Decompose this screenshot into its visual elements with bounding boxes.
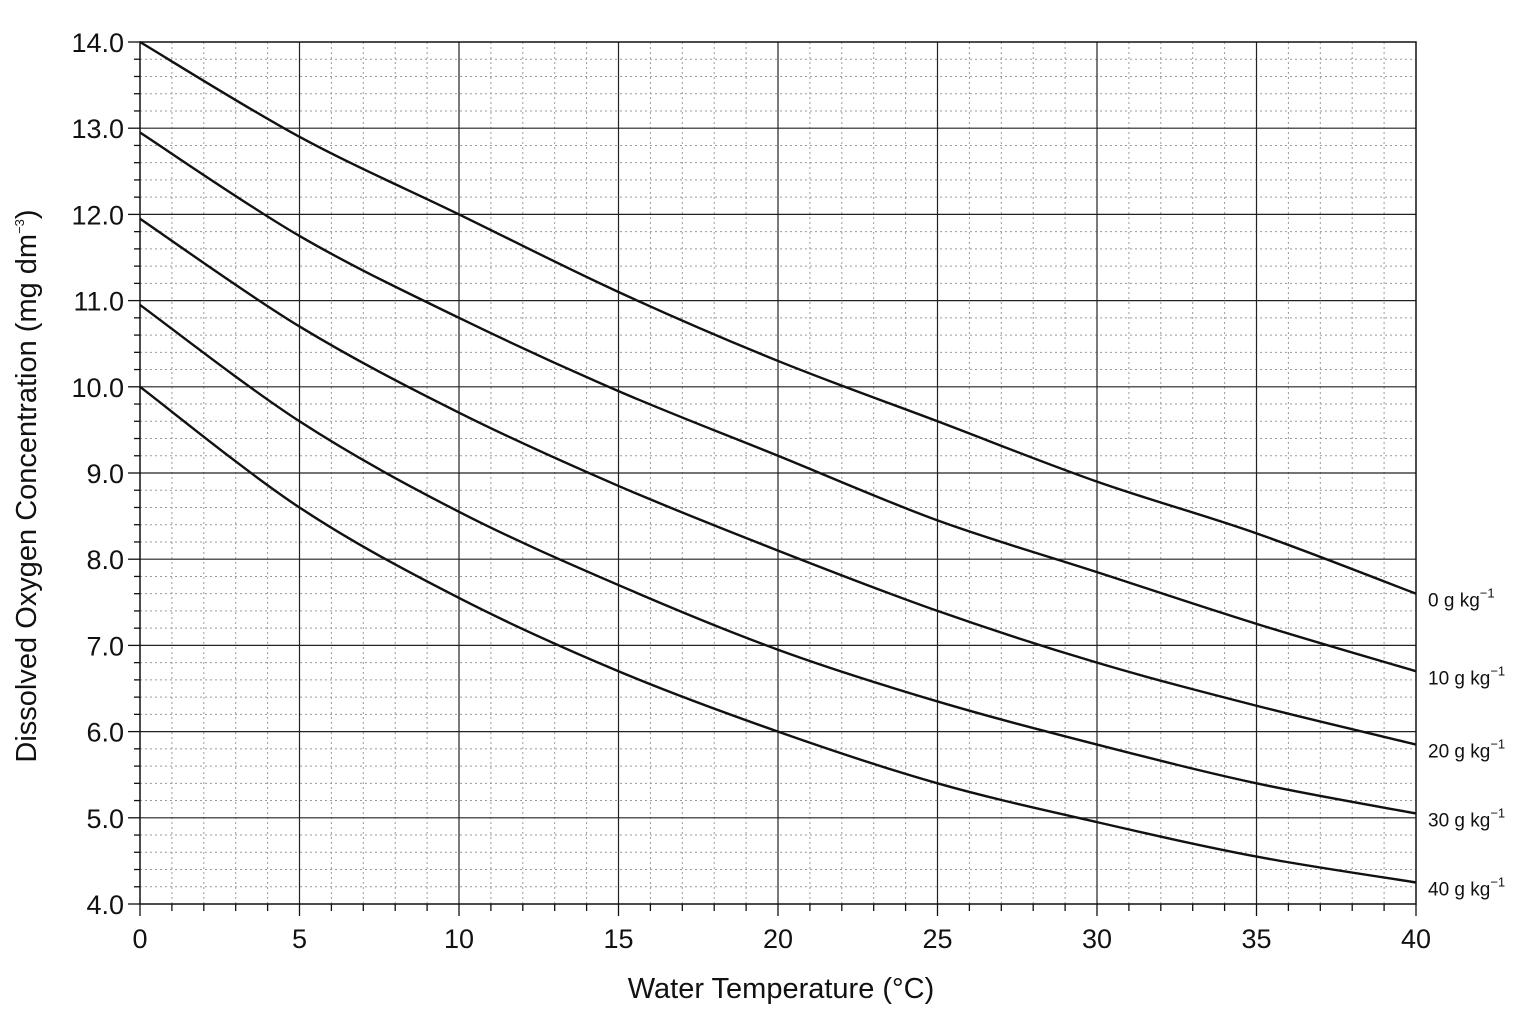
series-label-2: 20 g kg−1 [1428, 737, 1505, 763]
series-label-sup: −1 [1480, 586, 1495, 601]
x-tick-label: 25 [922, 924, 952, 954]
series-label-0: 0 g kg−1 [1428, 586, 1495, 612]
series-labels: 0 g kg−110 g kg−120 g kg−130 g kg−140 g … [1428, 586, 1505, 901]
series-line-1 [139, 131, 1417, 673]
x-tick-label: 20 [763, 924, 793, 954]
series-label-text: 0 g kg [1428, 591, 1480, 612]
series-label-text: 40 g kg [1428, 879, 1490, 900]
y-tick-label: 8.0 [86, 545, 124, 575]
x-tick-label: 10 [444, 924, 474, 954]
y-tick-label: 4.0 [86, 890, 124, 920]
series-line-0 [139, 40, 1417, 595]
x-tick-label: 30 [1082, 924, 1112, 954]
y-tick-label: 5.0 [86, 804, 124, 834]
y-tick-label: 9.0 [86, 459, 124, 489]
series-label-sup: −1 [1490, 737, 1505, 752]
major-grid [140, 42, 1416, 904]
y-tick-label: 12.0 [71, 200, 124, 230]
y-tick-label: 13.0 [71, 114, 124, 144]
x-tick-label: 40 [1401, 924, 1431, 954]
y-tick-labels: 4.0 5.0 6.0 7.0 8.0 9.0 10.0 11.0 12.0 13.0 14.0 [71, 28, 124, 920]
series-label-3: 30 g kg−1 [1428, 805, 1505, 831]
x-tick-label: 0 [132, 924, 147, 954]
y-tick-label: 11.0 [73, 287, 124, 317]
x-axis-title: Water Temperature (°C) [628, 973, 935, 1005]
series-lines [139, 40, 1417, 884]
series-line-4 [139, 385, 1417, 884]
y-tick-label: 7.0 [86, 631, 124, 661]
x-tick-label: 5 [292, 924, 307, 954]
series-label-text: 10 g kg [1428, 668, 1490, 689]
series-label-sup: −1 [1490, 805, 1505, 820]
y-axis-title-tail: ) [11, 209, 43, 219]
series-line-2 [139, 217, 1417, 746]
y-axis-title-main: Dissolved Oxygen Concentration (mg dm [11, 234, 43, 763]
series-label-sup: −1 [1490, 874, 1505, 889]
axes [128, 41, 1417, 916]
x-tick-label: 35 [1241, 924, 1271, 954]
y-axis-title-sup: −3 [12, 219, 27, 234]
x-tick-labels: 0 5 10 15 20 25 30 35 40 [132, 924, 1431, 954]
series-label-text: 30 g kg [1428, 810, 1490, 831]
x-tick-label: 15 [603, 924, 633, 954]
series-label-text: 20 g kg [1428, 742, 1490, 763]
y-axis-title: Dissolved Oxygen Concentration (mg dm−3) [11, 209, 43, 762]
y-tick-label: 6.0 [86, 718, 124, 748]
series-label-4: 40 g kg−1 [1428, 874, 1505, 900]
series-label-1: 10 g kg−1 [1428, 663, 1505, 689]
y-tick-label: 14.0 [71, 28, 124, 58]
y-tick-label: 10.0 [71, 373, 124, 403]
series-line-3 [139, 303, 1417, 815]
series-label-sup: −1 [1490, 663, 1505, 678]
